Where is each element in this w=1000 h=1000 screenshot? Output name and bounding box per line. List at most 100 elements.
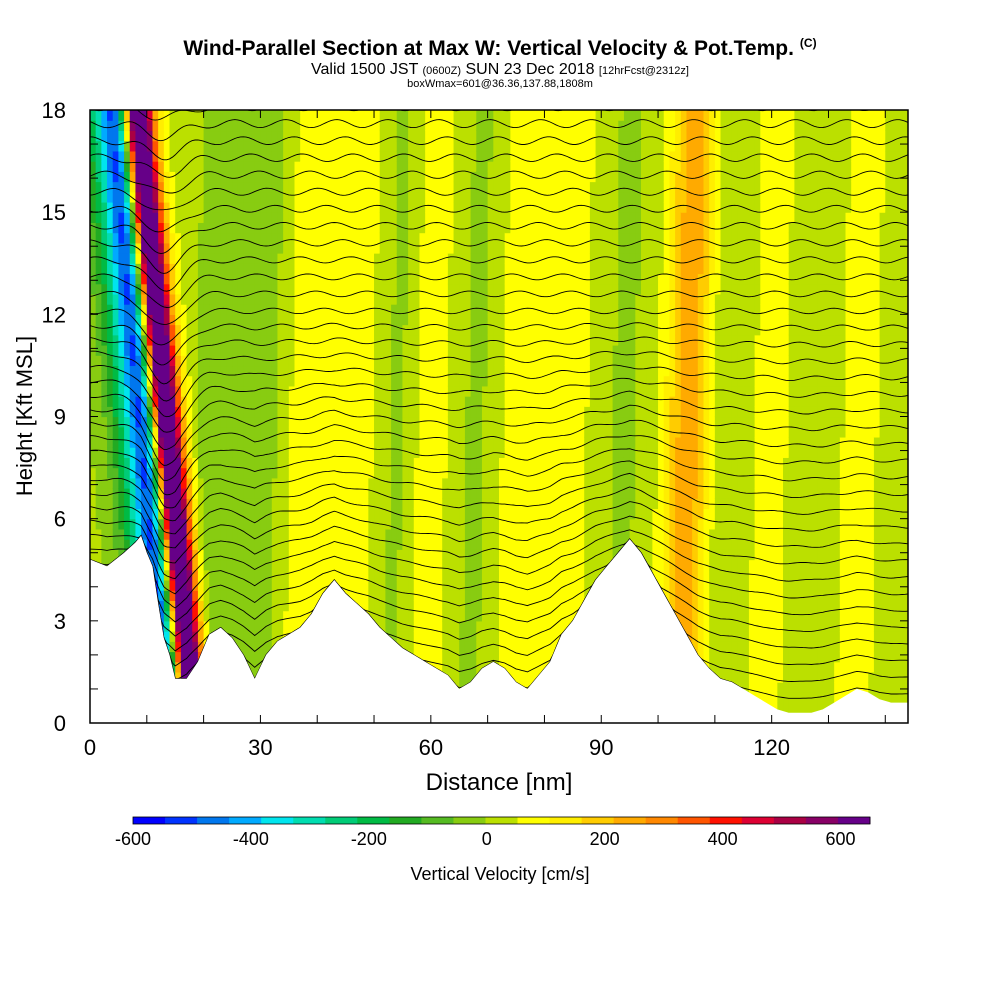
velocity-cell (351, 171, 358, 183)
velocity-cell (169, 242, 176, 254)
velocity-cell (470, 161, 477, 172)
velocity-cell (396, 150, 404, 162)
velocity-cell (425, 110, 432, 121)
valid-utc: (0600Z) (422, 65, 462, 77)
velocity-cell (396, 161, 404, 172)
velocity-cell (175, 232, 182, 244)
velocity-cell (197, 641, 205, 653)
velocity-cell (521, 334, 528, 346)
velocity-cell (385, 150, 392, 162)
velocity-cell (317, 110, 324, 121)
velocity-cell (152, 488, 159, 499)
velocity-cell (385, 620, 392, 632)
velocity-cell (442, 222, 449, 234)
velocity-cell (356, 549, 364, 561)
velocity-cell (90, 467, 97, 479)
velocity-cell (328, 242, 335, 254)
velocity-cell (260, 201, 267, 213)
velocity-cell (470, 201, 477, 213)
velocity-cell (419, 212, 426, 223)
velocity-cell (141, 263, 148, 275)
velocity-cell (169, 161, 176, 172)
velocity-cell (254, 304, 262, 315)
velocity-cell (311, 344, 318, 356)
velocity-cell (124, 140, 131, 152)
velocity-cell (504, 191, 511, 203)
velocity-cell (487, 477, 494, 489)
velocity-cell (180, 334, 188, 346)
velocity-cell (277, 283, 284, 295)
velocity-cell (527, 528, 534, 540)
velocity-cell (118, 355, 125, 367)
velocity-cell (504, 610, 511, 622)
velocity-cell (175, 253, 182, 264)
velocity-cell (300, 590, 307, 601)
velocity-cell (90, 171, 97, 183)
velocity-cell (243, 191, 250, 203)
velocity-cell (192, 508, 199, 520)
velocity-cell (351, 590, 358, 601)
velocity-cell (510, 365, 517, 377)
velocity-cell (476, 120, 483, 132)
velocity-cell (271, 263, 279, 275)
velocity-cell (362, 293, 369, 305)
velocity-cell (232, 375, 239, 387)
velocity-cell (555, 396, 563, 407)
velocity-cell (379, 212, 386, 223)
velocity-cell (413, 447, 421, 458)
velocity-cell (516, 426, 523, 438)
velocity-cell (288, 232, 296, 244)
velocity-cell (186, 477, 193, 489)
velocity-cell (481, 171, 489, 183)
velocity-cell (141, 253, 148, 264)
velocity-cell (192, 263, 199, 275)
velocity-cell (470, 579, 477, 591)
velocity-cell (396, 467, 404, 479)
velocity-cell (442, 201, 449, 213)
velocity-cell (124, 385, 131, 397)
velocity-cell (499, 631, 506, 642)
velocity-cell (527, 508, 534, 520)
velocity-cell (351, 518, 358, 530)
velocity-cell (214, 293, 222, 305)
velocity-cell (237, 293, 244, 305)
velocity-cell (339, 426, 347, 438)
velocity-cell (521, 539, 528, 550)
velocity-cell (197, 457, 205, 469)
velocity-cell (481, 273, 489, 285)
velocity-cell (243, 467, 250, 479)
velocity-cell (408, 508, 415, 520)
velocity-cell (499, 498, 506, 510)
velocity-cell (322, 436, 330, 448)
velocity-cell (362, 498, 369, 510)
velocity-cell (402, 253, 409, 264)
velocity-cell (368, 273, 375, 285)
velocity-cell (152, 171, 159, 183)
velocity-cell (288, 447, 296, 458)
velocity-cell (453, 314, 460, 326)
velocity-cell (305, 600, 313, 612)
velocity-cell (203, 344, 210, 356)
velocity-cell (101, 539, 108, 550)
velocity-cell (226, 324, 233, 336)
velocity-cell (510, 161, 517, 172)
velocity-cell (175, 651, 182, 663)
velocity-cell (339, 314, 347, 326)
velocity-cell (107, 293, 114, 305)
velocity-cell (95, 508, 102, 520)
velocity-cell (419, 263, 426, 275)
velocity-cell (408, 324, 415, 336)
velocity-cell (476, 201, 483, 213)
velocity-cell (107, 447, 114, 458)
velocity-cell (362, 528, 369, 540)
velocity-cell (499, 416, 506, 428)
velocity-cell (527, 620, 534, 632)
velocity-cell (425, 293, 432, 305)
velocity-cell (533, 253, 540, 264)
velocity-cell (544, 620, 551, 632)
velocity-cell (385, 334, 392, 346)
velocity-cell (442, 620, 449, 632)
velocity-cell (499, 396, 506, 407)
velocity-cell (232, 396, 239, 407)
